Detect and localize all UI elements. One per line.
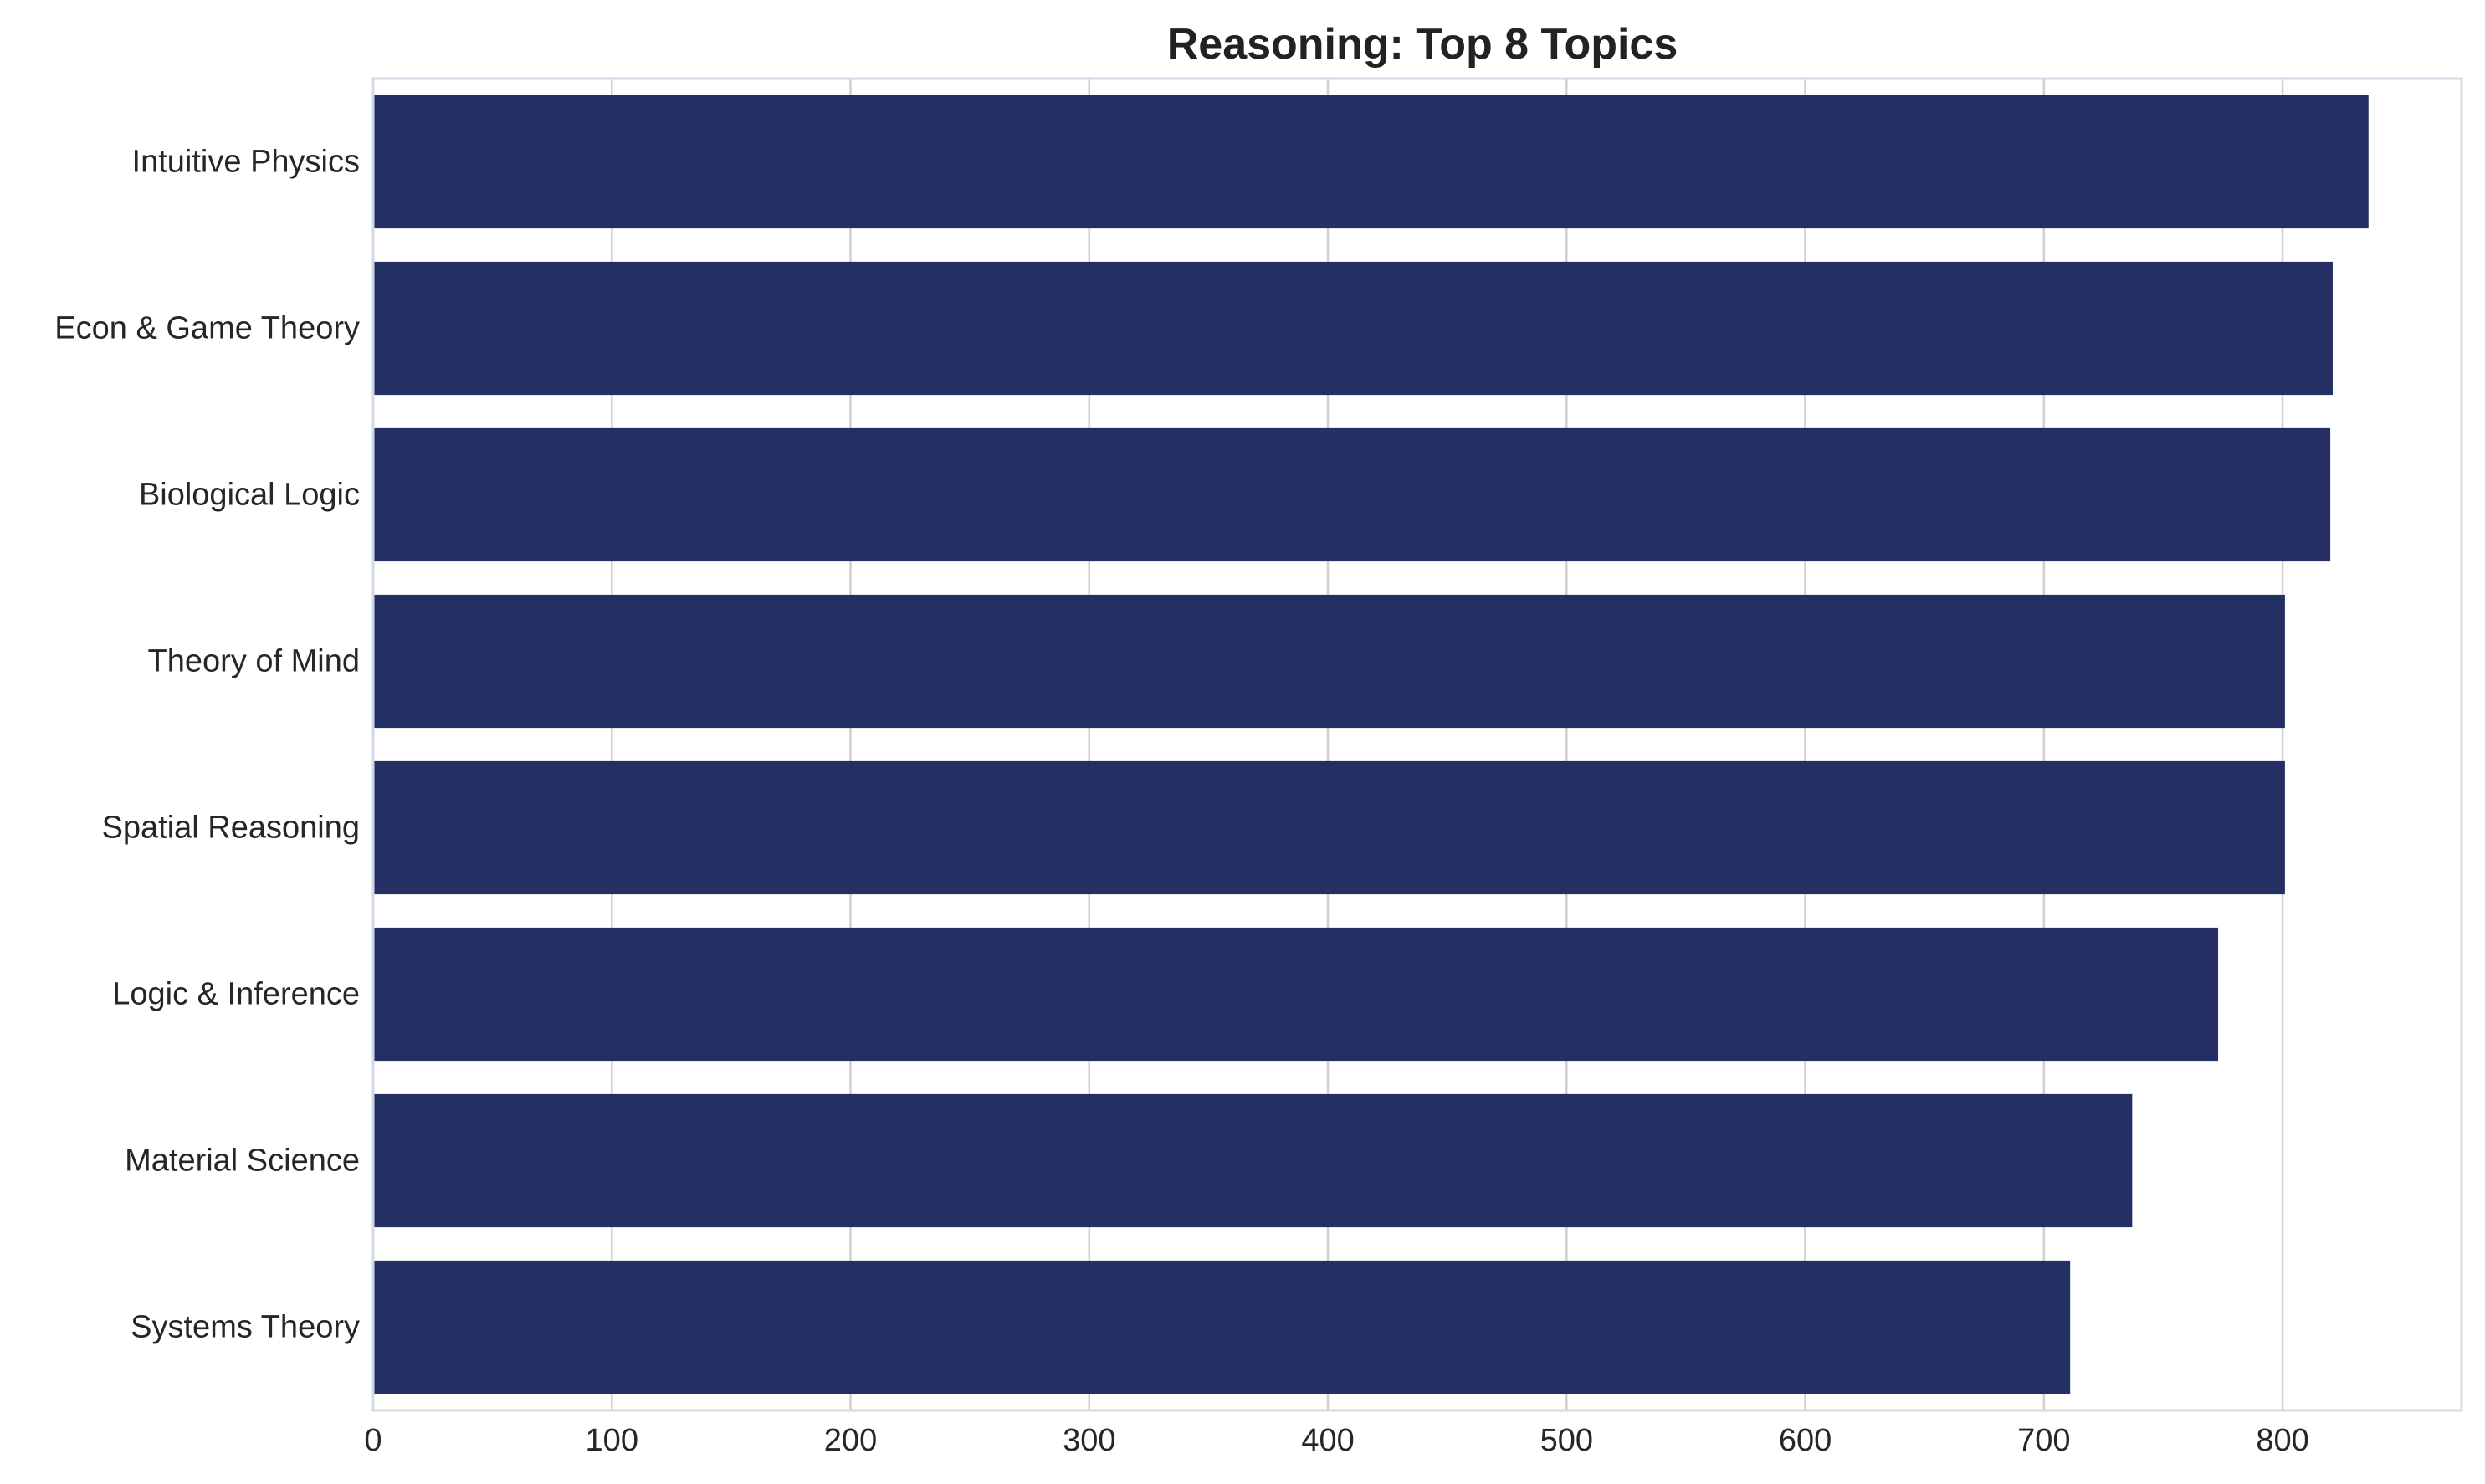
bar-6 xyxy=(373,1093,2133,1228)
plot-frame xyxy=(371,77,2463,1412)
bar-1 xyxy=(373,261,2333,396)
x-tick-label-2: 200 xyxy=(824,1423,877,1458)
y-tick-label-3: Theory of Mind xyxy=(148,644,360,679)
y-tick-label-5: Logic & Inference xyxy=(112,977,360,1012)
x-tick-label-0: 0 xyxy=(364,1423,382,1458)
chart-title: Reasoning: Top 8 Topics xyxy=(1167,20,1678,69)
x-tick-labels: 0 100 200 300 400 500 600 700 800 xyxy=(364,1423,2308,1458)
y-tick-label-6: Material Science xyxy=(125,1144,360,1179)
bar-2 xyxy=(373,427,2331,562)
bar-7 xyxy=(373,1260,2071,1394)
x-tick-label-7: 700 xyxy=(2017,1423,2070,1458)
y-tick-label-1: Econ & Game Theory xyxy=(54,311,360,346)
y-tick-labels: Intuitive Physics Econ & Game Theory Biolo… xyxy=(54,145,360,1345)
x-tick-label-3: 300 xyxy=(1063,1423,1115,1458)
y-tick-label-7: Systems Theory xyxy=(131,1310,360,1345)
x-tick-label-6: 600 xyxy=(1779,1423,1832,1458)
x-tick-label-1: 100 xyxy=(586,1423,638,1458)
bar-5 xyxy=(373,927,2219,1062)
x-tick-label-8: 800 xyxy=(2256,1423,2308,1458)
y-tick-label-4: Spatial Reasoning xyxy=(102,811,360,846)
bars xyxy=(373,95,2369,1394)
y-tick-label-0: Intuitive Physics xyxy=(132,145,360,180)
bar-0 xyxy=(373,95,2369,229)
x-tick-label-4: 400 xyxy=(1301,1423,1354,1458)
bar-4 xyxy=(373,760,2285,895)
y-tick-label-2: Biological Logic xyxy=(139,478,360,513)
x-tick-label-5: 500 xyxy=(1540,1423,1593,1458)
bar-3 xyxy=(373,594,2285,729)
